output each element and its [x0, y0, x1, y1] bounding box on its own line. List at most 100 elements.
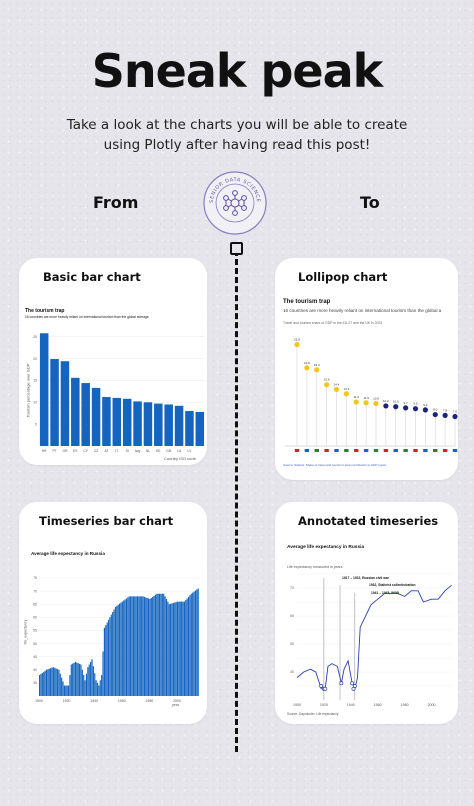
- bar: [120, 602, 122, 696]
- bar: [174, 405, 184, 446]
- bar: [43, 671, 45, 696]
- flag-icon: [363, 449, 369, 452]
- bar: [80, 664, 82, 696]
- bar: [146, 597, 148, 696]
- lollipop-dot: [383, 403, 389, 409]
- marker: [339, 681, 344, 686]
- y-tick-label: 65: [33, 602, 37, 606]
- bar: [134, 596, 136, 696]
- bar: [85, 673, 88, 696]
- bar: [135, 596, 137, 696]
- x-tick-label: 1900: [35, 699, 43, 703]
- bar: [124, 599, 126, 696]
- x-tick-label: 1960: [374, 703, 382, 707]
- chart-source: Source: Gapminder, Life expectancy: [287, 712, 339, 716]
- card-timeseries-bar: Timeseries bar chart Average life expect…: [19, 502, 207, 724]
- bar: [149, 598, 151, 696]
- card-basic-bar: Basic bar chart The tourism trap 16 coun…: [19, 258, 207, 465]
- bar: [71, 377, 80, 446]
- subtitle-line-1: Take a look at the charts you will be ab…: [66, 117, 408, 133]
- bar: [106, 622, 108, 696]
- bar: [54, 667, 56, 696]
- bar: [157, 593, 159, 696]
- flag-icon: [304, 449, 310, 452]
- bar: [141, 596, 143, 696]
- marker: [319, 684, 324, 688]
- y-tick-label: 5: [35, 422, 37, 426]
- bar: [62, 681, 64, 696]
- card-title: Basic bar chart: [43, 270, 141, 284]
- x-tick-label: 1980: [401, 703, 409, 707]
- x-tick-label: CZ: [94, 449, 98, 453]
- data-label: 14.4: [334, 382, 340, 386]
- bar: [113, 609, 115, 696]
- bar: [156, 593, 158, 696]
- bar: [83, 675, 85, 696]
- chart-source: Source: Statista, Share of travel and to…: [283, 463, 387, 467]
- bar: [136, 596, 139, 696]
- bar: [95, 680, 97, 696]
- bar: [102, 651, 104, 696]
- bar: [192, 592, 194, 696]
- card-title: Lollipop chart: [298, 270, 388, 284]
- flag-icon: [423, 449, 428, 452]
- flag-icon: [433, 449, 438, 452]
- bar: [51, 667, 53, 696]
- bar: [96, 682, 99, 696]
- bar: [70, 664, 72, 696]
- bar: [131, 596, 133, 696]
- bar: [41, 672, 43, 696]
- y-tick-label: 15: [33, 379, 37, 383]
- data-label: 11.0: [363, 396, 369, 400]
- bar: [161, 593, 163, 696]
- card-title: Timeseries bar chart: [39, 514, 174, 528]
- timeseries-bar-chart: 35 40 45 50 55 60 65 70 75 1900 1920 1940 1960 1980 20…: [33, 576, 199, 703]
- chart-subtitle: 16 countries are more heavily reliant on…: [283, 308, 442, 313]
- bar: [142, 596, 144, 696]
- bar: [190, 593, 192, 696]
- lollipop-dot: [314, 367, 320, 373]
- data-label: 9.7: [404, 401, 409, 405]
- bar: [159, 593, 161, 696]
- data-label: 19.4: [314, 363, 320, 367]
- bar: [185, 411, 194, 446]
- data-label: 10.2: [383, 399, 389, 403]
- x-tick-label: EE: [156, 449, 161, 453]
- annotation-civil-war: 1917 – 1922, Russian civil war: [342, 576, 389, 580]
- bar: [195, 411, 205, 446]
- lollipop-dot: [363, 400, 369, 406]
- bar: [187, 596, 190, 696]
- bar: [39, 675, 41, 696]
- bar: [110, 614, 112, 696]
- bar: [45, 669, 48, 696]
- flag-icon: [413, 449, 418, 452]
- bar: [92, 666, 94, 696]
- from-label: From: [93, 193, 139, 212]
- flag-icon: [452, 449, 458, 452]
- y-tick-label: 40: [290, 670, 294, 674]
- flag-icon: [393, 449, 398, 452]
- bar: [182, 601, 184, 696]
- bar: [48, 668, 50, 696]
- marker: [323, 686, 328, 691]
- lollipop-dot: [333, 386, 340, 393]
- bar: [178, 601, 180, 696]
- bar: [171, 603, 173, 696]
- timeline-node: [230, 242, 243, 255]
- data-label: 19.9: [304, 361, 310, 365]
- annotation-collectivization: 1932, Stalinist collectivization: [369, 583, 416, 587]
- flag-icon: [324, 449, 329, 452]
- x-tick-label: 1940: [90, 699, 98, 703]
- bar: [154, 403, 163, 446]
- bar: [58, 669, 60, 696]
- x-tick-label: GB: [166, 449, 172, 453]
- bar: [73, 662, 75, 696]
- flag-icon: [403, 449, 408, 452]
- bar: [133, 401, 142, 446]
- bar: [143, 402, 153, 446]
- network-icon: [223, 190, 247, 216]
- y-tick-label: 50: [290, 642, 294, 646]
- data-label: 8.0: [433, 408, 438, 412]
- bar: [88, 664, 90, 696]
- y-tick-label: 60: [33, 616, 37, 620]
